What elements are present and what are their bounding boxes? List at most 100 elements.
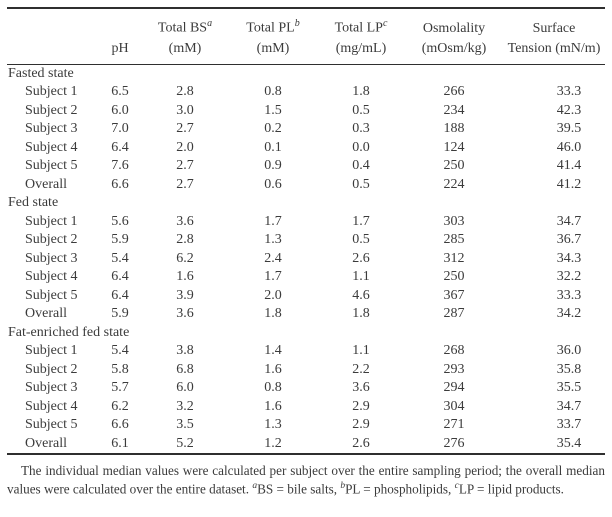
- section-label: Fasted state: [8, 65, 74, 81]
- value-cell: 0.2: [264, 121, 282, 137]
- col-header-empty: [7, 8, 99, 65]
- value-cell: 6.4: [111, 287, 129, 303]
- value-cell: 3.9: [176, 287, 194, 303]
- footnote-sup-c: c: [454, 480, 459, 491]
- value-cell: 6.5: [111, 84, 129, 100]
- row-label-cell: Overall: [25, 306, 67, 322]
- header-line1: Total LPc: [317, 14, 405, 39]
- value-cell: 1.3: [264, 417, 282, 433]
- section-label: Fat-enriched fed state: [8, 324, 130, 340]
- header-text: Total LP: [334, 20, 383, 36]
- col-header-surface-tension: Surface Tension (mN/m): [503, 8, 605, 65]
- value-cell: 36.7: [556, 232, 582, 248]
- value-cell: 42.3: [556, 102, 582, 118]
- value-cell: 0.8: [264, 380, 282, 396]
- value-cell: 34.7: [556, 213, 582, 229]
- value-cell: 5.4: [111, 343, 129, 359]
- table-row: Subject 4 6.4 1.6 1.7 1.1 250 32.2: [7, 268, 605, 287]
- value-cell: 6.6: [111, 417, 129, 433]
- header-line2: pH: [111, 40, 129, 56]
- row-label-cell: Subject 1: [25, 343, 78, 359]
- value-cell: 33.3: [556, 84, 582, 100]
- value-cell: 188: [443, 121, 465, 137]
- value-cell: 1.6: [264, 398, 282, 414]
- value-cell: 2.6: [352, 250, 370, 266]
- value-cell: 6.2: [176, 250, 194, 266]
- value-cell: 303: [443, 213, 465, 229]
- table-row: Subject 5 6.6 3.5 1.3 2.9 271 33.7: [7, 416, 605, 435]
- value-cell: 287: [443, 306, 465, 322]
- value-cell: 1.7: [264, 213, 282, 229]
- table-header: pH Total BSa (mM) Total PLb (mM) Total L…: [7, 8, 605, 65]
- value-cell: 34.2: [556, 306, 582, 322]
- row-label-cell: Subject 2: [25, 102, 78, 118]
- value-cell: 1.5: [264, 102, 282, 118]
- value-cell: 6.0: [111, 102, 129, 118]
- value-cell: 0.3: [352, 121, 370, 137]
- header-text: Total PL: [246, 20, 295, 36]
- value-cell: 6.4: [111, 269, 129, 285]
- value-cell: 294: [443, 380, 465, 396]
- value-cell: 3.6: [352, 380, 370, 396]
- col-header-osmolality: Osmolality (mOsm/kg): [405, 8, 503, 65]
- table-body: Fasted state Subject 1 6.5 2.8 0.8 1.8 266 33.3…: [7, 64, 605, 454]
- row-label-cell: Subject 4: [25, 269, 78, 285]
- value-cell: 5.2: [176, 435, 194, 451]
- row-label-cell: Subject 5: [25, 417, 78, 433]
- value-cell: 1.6: [176, 269, 194, 285]
- value-cell: 6.4: [111, 139, 129, 155]
- value-cell: 2.6: [352, 435, 370, 451]
- value-cell: 35.8: [556, 361, 582, 377]
- value-cell: 46.0: [556, 139, 582, 155]
- value-cell: 2.7: [176, 176, 194, 192]
- col-header-total-bs: Total BSa (mM): [141, 8, 229, 65]
- header-line2: (mg/mL): [335, 40, 387, 56]
- value-cell: 304: [443, 398, 465, 414]
- row-label-cell: Subject 2: [25, 361, 78, 377]
- row-label-cell: Subject 3: [25, 380, 78, 396]
- value-cell: 3.0: [176, 102, 194, 118]
- value-cell: 32.2: [556, 269, 582, 285]
- value-cell: 41.4: [556, 158, 582, 174]
- value-cell: 2.2: [352, 361, 370, 377]
- value-cell: 34.7: [556, 398, 582, 414]
- value-cell: 3.5: [176, 417, 194, 433]
- table-row: Subject 1 6.5 2.8 0.8 1.8 266 33.3: [7, 83, 605, 102]
- value-cell: 35.4: [556, 435, 582, 451]
- value-cell: 0.5: [352, 176, 370, 192]
- value-cell: 0.5: [352, 232, 370, 248]
- value-cell: 1.7: [352, 213, 370, 229]
- header-line1: [99, 19, 141, 39]
- value-cell: 0.9: [264, 158, 282, 174]
- table-row: Overall 6.1 5.2 1.2 2.6 276 35.4: [7, 435, 605, 455]
- header-text: Total BS: [157, 20, 208, 36]
- row-label-cell: Subject 1: [25, 84, 78, 100]
- footnote-sup-b: b: [340, 480, 346, 491]
- value-cell: 5.7: [111, 380, 129, 396]
- row-label-cell: Subject 5: [25, 158, 78, 174]
- section-header-row: Fed state: [7, 194, 605, 213]
- value-cell: 2.0: [176, 139, 194, 155]
- value-cell: 2.7: [176, 158, 194, 174]
- state-properties-table: pH Total BSa (mM) Total PLb (mM) Total L…: [7, 7, 605, 456]
- table-row: Subject 3 5.7 6.0 0.8 3.6 294 35.5: [7, 379, 605, 398]
- section-header-row: Fasted state: [7, 64, 605, 83]
- value-cell: 250: [443, 269, 465, 285]
- value-cell: 124: [443, 139, 465, 155]
- footnote-marker-a: a: [207, 18, 213, 29]
- table-row: Subject 5 7.6 2.7 0.9 0.4 250 41.4: [7, 157, 605, 176]
- table-row: Subject 4 6.2 3.2 1.6 2.9 304 34.7: [7, 398, 605, 417]
- table-row: Subject 1 5.6 3.6 1.7 1.7 303 34.7: [7, 213, 605, 232]
- row-label-cell: Subject 2: [25, 232, 78, 248]
- value-cell: 39.5: [556, 121, 582, 137]
- table-row: Subject 3 5.4 6.2 2.4 2.6 312 34.3: [7, 250, 605, 269]
- value-cell: 6.0: [176, 380, 194, 396]
- footnote-marker-c: c: [382, 18, 388, 29]
- row-label-cell: Subject 5: [25, 287, 78, 303]
- value-cell: 285: [443, 232, 465, 248]
- row-label-cell: Overall: [25, 176, 67, 192]
- table-row: Subject 4 6.4 2.0 0.1 0.0 124 46.0: [7, 139, 605, 158]
- value-cell: 312: [443, 250, 465, 266]
- value-cell: 271: [443, 417, 465, 433]
- value-cell: 293: [443, 361, 465, 377]
